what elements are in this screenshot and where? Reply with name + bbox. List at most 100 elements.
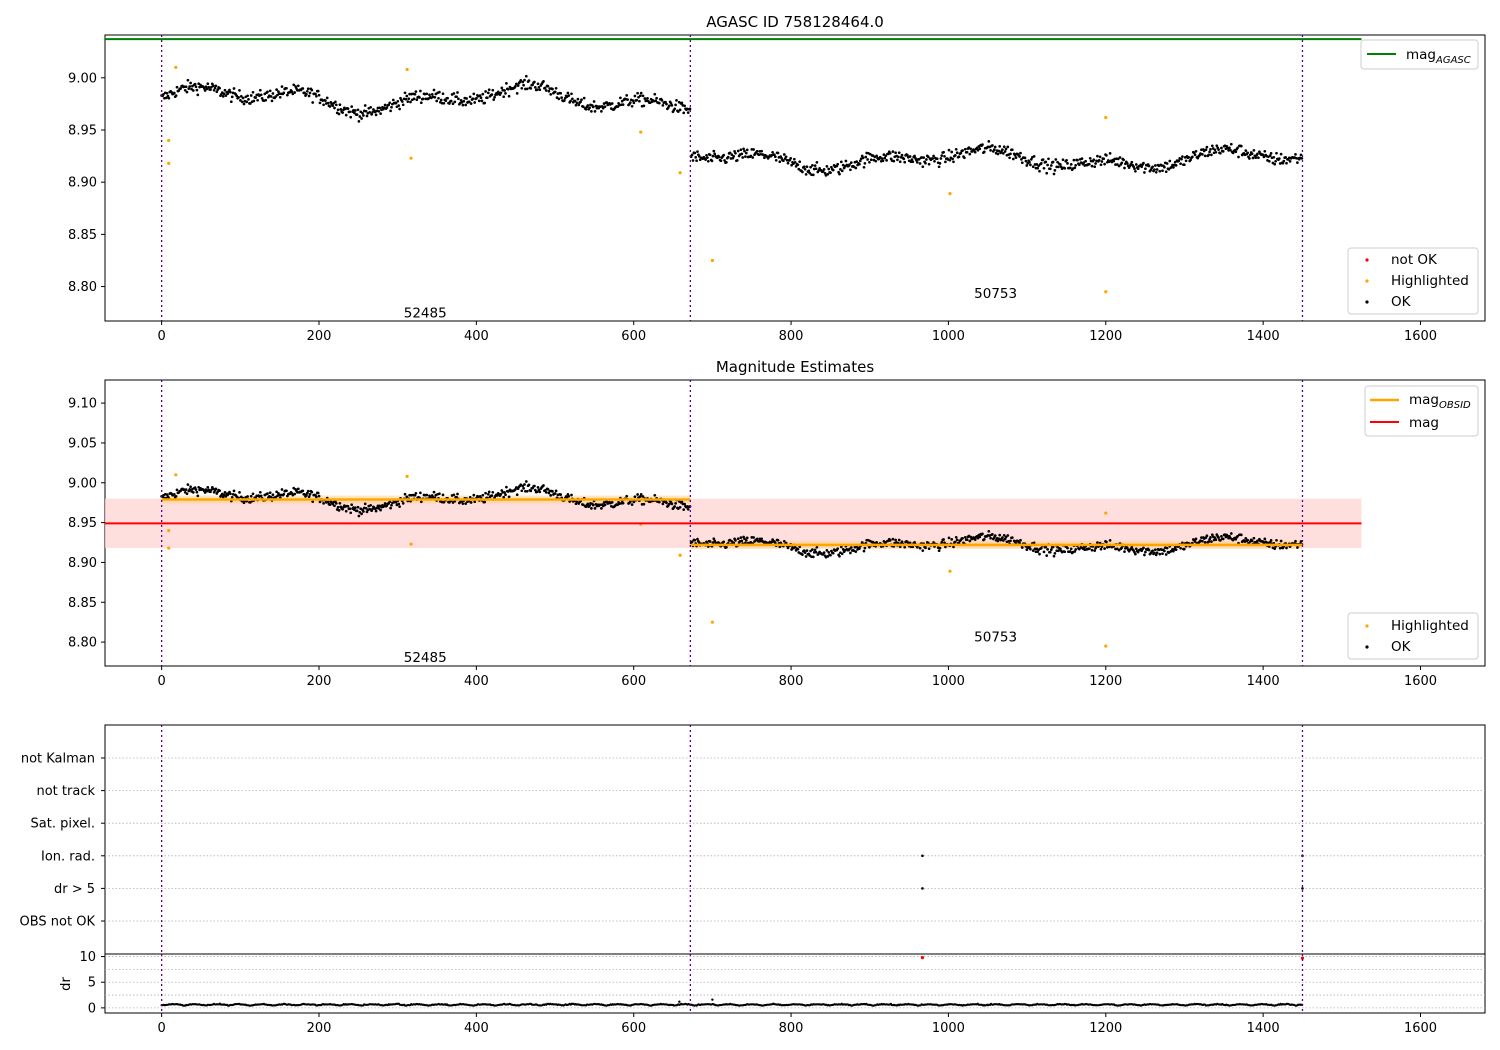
ok-point [1272,155,1276,159]
ok-point [884,154,888,158]
ok-point [1133,167,1136,171]
ok-point [456,91,459,94]
ok-point [796,163,800,167]
ok-point [782,153,786,156]
ok-point [926,155,930,159]
ok-point [708,153,712,157]
ok-point [1244,537,1248,540]
ok-point [502,95,506,99]
y-tick-label: 8.80 [68,636,97,651]
ok-point [204,85,208,89]
ok-point [921,165,925,169]
highlighted-point [167,138,171,143]
ok-point [1105,540,1108,544]
ok-point [951,157,954,161]
panel-agasc-title: AGASC ID 758128464.0 [706,13,884,31]
ok-point [285,489,288,493]
ok-point [456,492,459,496]
ok-point [592,100,596,103]
flag-row-label: not track [36,784,95,799]
ok-point [1024,159,1028,163]
ok-point [1130,545,1134,549]
ok-point [1210,153,1213,157]
ok-point [1267,159,1271,163]
ok-point [538,490,542,494]
ok-point [523,483,526,486]
ok-point [215,90,219,94]
ok-point [732,541,736,545]
ok-point [1165,162,1169,165]
ok-point [377,109,381,113]
legend-not-ok-marker [1365,258,1369,262]
ok-point [776,151,780,155]
ok-point [924,161,927,165]
ok-point [740,152,744,156]
ok-point [1061,158,1065,162]
ok-point [533,80,536,84]
ok-point [892,159,896,163]
ok-point [744,151,748,155]
ok-point [1014,156,1018,159]
ok-point [950,538,954,541]
ok-point [553,90,557,94]
ok-point [364,109,368,113]
ok-point [740,539,744,543]
ok-point [1254,156,1258,160]
ok-point [174,494,178,498]
ok-point [175,85,179,89]
ok-point [825,549,829,552]
ok-point [711,541,715,544]
ok-point [667,502,671,506]
ok-point [1200,536,1203,539]
ok-point [881,159,885,163]
highlighted-point [678,553,682,557]
ok-point [223,490,227,494]
ok-point [918,162,922,165]
ok-point [1084,159,1087,163]
ok-point [383,502,387,505]
ok-point [1153,551,1156,555]
ok-point [206,82,210,86]
ok-point [370,113,373,116]
panel-agasc-frame [104,34,1486,322]
ok-point [1042,550,1046,554]
ok-point [165,493,169,496]
ok-point [1193,540,1197,543]
ok-point [328,105,332,108]
ok-point [1009,539,1012,543]
ok-point [506,490,510,493]
ok-point [515,92,519,95]
ok-point [717,155,721,159]
ok-point [987,529,991,533]
ok-point [467,100,471,104]
ok-point [570,92,573,96]
ok-point [314,92,317,96]
ok-point [1237,155,1240,159]
x-tick-label: 800 [779,674,804,689]
legend-ok-marker-2 [1365,645,1369,649]
ok-point [693,538,697,542]
ok-point [849,551,852,555]
highlighted-point [1104,511,1108,515]
ok-point [1294,153,1297,156]
ok-point [405,495,409,499]
ok-point [1010,536,1014,539]
ok-point [430,93,434,96]
ok-point [278,95,282,99]
ok-point [711,154,715,158]
ok-point [186,483,190,486]
ok-point [695,159,698,163]
x-tick-label: 1000 [932,674,965,689]
ok-point [825,165,829,168]
ok-point [188,488,192,491]
ok-point [446,96,449,100]
ok-point [858,162,861,166]
ok-point [776,538,780,542]
ok-point [419,500,423,504]
ok-point [396,99,400,103]
ok-point [364,506,368,510]
ok-point [1076,158,1079,162]
obsid-label: 52485 [404,306,447,322]
legend-mag-label: mag [1409,415,1439,431]
ok-point [506,87,510,91]
